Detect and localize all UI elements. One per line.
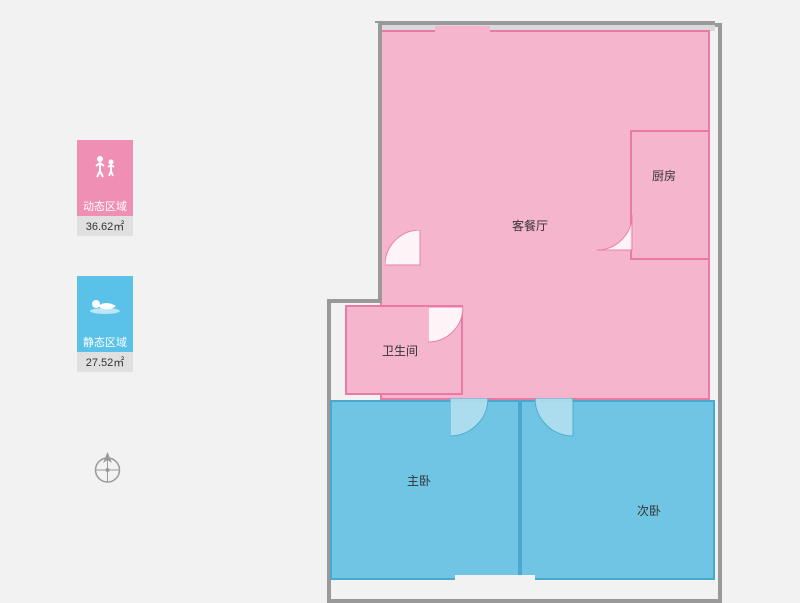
- legend-panel: 动态区域 36.62㎡ 静态区域 27.52㎡: [70, 140, 140, 412]
- legend-static-icon: [77, 276, 133, 332]
- room-kitchen: 厨房: [630, 130, 710, 260]
- master-door-arc: [450, 398, 492, 440]
- living-lower-door-arc: [385, 230, 425, 270]
- compass-icon: [90, 450, 125, 485]
- bathroom-door-arc: [428, 307, 468, 347]
- legend-dynamic-icon: [77, 140, 133, 196]
- legend-dynamic-value: 36.62㎡: [77, 216, 133, 236]
- room-master-label: 主卧: [407, 472, 431, 489]
- living-cutout-left: [327, 23, 382, 303]
- people-icon: [90, 153, 120, 183]
- room-living-label: 客餐厅: [512, 217, 548, 234]
- legend-dynamic-label: 动态区域: [77, 196, 133, 216]
- kitchen-door-arc: [597, 215, 637, 263]
- legend-dynamic: 动态区域 36.62㎡: [70, 140, 140, 236]
- legend-static-value: 27.52㎡: [77, 352, 133, 372]
- sleep-icon: [88, 292, 122, 316]
- top-door-gap: [435, 26, 490, 34]
- room-kitchen-label: 厨房: [652, 167, 676, 184]
- room-bathroom-label: 卫生间: [382, 342, 418, 359]
- second-door-arc: [535, 398, 577, 440]
- room-second-label: 次卧: [637, 502, 661, 519]
- legend-static: 静态区域 27.52㎡: [70, 276, 140, 372]
- legend-static-label: 静态区域: [77, 332, 133, 352]
- bottom-opening: [455, 575, 535, 585]
- floorplan: 客餐厅 厨房 卫生间 主卧 次卧: [335, 15, 715, 585]
